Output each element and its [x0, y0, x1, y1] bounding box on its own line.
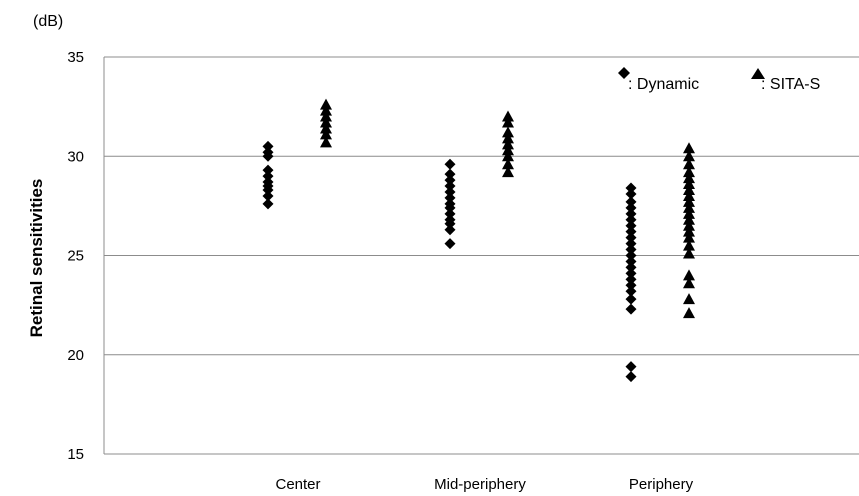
sita-s-point — [683, 231, 695, 243]
sita-s-point — [683, 178, 695, 190]
sita-s-point — [683, 189, 695, 201]
dynamic-point — [444, 186, 456, 198]
sita-s-point — [683, 207, 695, 219]
dynamic-point — [444, 224, 456, 236]
x-category-label: Center — [275, 476, 320, 493]
dynamic-point — [262, 170, 274, 182]
dynamic-point — [625, 273, 637, 285]
sita-s-point — [683, 195, 695, 207]
sita-s-point — [502, 110, 514, 122]
sita-s-point — [320, 98, 332, 110]
data-points — [262, 98, 695, 383]
legend-diamond-icon — [618, 67, 630, 79]
y-tick-label: 15 — [67, 446, 84, 463]
sita-s-point — [502, 116, 514, 128]
y-axis-title: Retinal sensitivities — [27, 179, 46, 338]
dynamic-point — [625, 371, 637, 383]
dynamic-point — [625, 220, 637, 232]
dynamic-point — [262, 164, 274, 176]
dynamic-point — [444, 192, 456, 204]
dynamic-point — [262, 184, 274, 196]
dynamic-point — [444, 158, 456, 170]
sita-s-point — [683, 307, 695, 319]
sita-s-point — [683, 219, 695, 231]
dynamic-point — [625, 196, 637, 208]
sita-s-point — [502, 150, 514, 162]
x-category-labels: Center Mid-periphery Periphery — [275, 476, 693, 493]
dynamic-point — [262, 198, 274, 210]
sita-s-point — [683, 239, 695, 251]
sita-s-point — [502, 144, 514, 156]
dynamic-point — [262, 150, 274, 162]
dynamic-point — [625, 361, 637, 373]
sita-s-point — [320, 136, 332, 148]
sita-s-point — [320, 128, 332, 140]
legend: : Dynamic : SITA-S — [618, 67, 820, 93]
legend-triangle-icon — [751, 68, 765, 79]
dynamic-point — [625, 261, 637, 273]
x-category-label: Mid-periphery — [434, 476, 526, 493]
dynamic-point — [625, 226, 637, 238]
sita-s-point — [683, 158, 695, 170]
sita-s-point — [502, 158, 514, 170]
sita-s-point — [320, 104, 332, 116]
y-tick-label: 20 — [67, 347, 84, 364]
sita-s-point — [320, 116, 332, 128]
y-tick-label: 25 — [67, 248, 84, 265]
sita-s-point — [683, 166, 695, 178]
dynamic-point — [625, 279, 637, 291]
sita-s-point — [502, 138, 514, 150]
dynamic-point — [444, 238, 456, 250]
legend-dynamic-label: : Dynamic — [628, 76, 699, 93]
sita-s-point — [683, 247, 695, 259]
sita-s-point — [683, 150, 695, 162]
dynamic-point — [625, 188, 637, 200]
gridlines — [104, 56, 859, 455]
y-unit-label: (dB) — [33, 13, 63, 30]
y-tick-labels: 15 20 25 30 35 — [67, 49, 84, 463]
sita-s-point — [683, 172, 695, 184]
sita-s-point — [320, 122, 332, 134]
sita-s-point — [683, 201, 695, 213]
legend-sita-label: : SITA-S — [761, 76, 820, 93]
sita-s-point — [502, 126, 514, 138]
sita-s-point — [683, 277, 695, 289]
dynamic-point — [444, 218, 456, 230]
sita-s-point — [683, 293, 695, 305]
dynamic-point — [625, 285, 637, 297]
dynamic-point — [625, 250, 637, 261]
dynamic-point — [625, 238, 637, 250]
dynamic-point — [444, 208, 456, 220]
sita-s-point — [683, 269, 695, 281]
sita-s-point — [502, 166, 514, 178]
dynamic-point — [262, 190, 274, 202]
x-category-label: Periphery — [629, 476, 694, 493]
dynamic-point — [625, 255, 637, 267]
sita-s-point — [683, 183, 695, 195]
y-tick-label: 35 — [67, 49, 84, 66]
dynamic-point — [444, 168, 456, 180]
dynamic-point — [625, 267, 637, 279]
dynamic-point — [625, 293, 637, 305]
dynamic-point — [262, 140, 274, 152]
sita-s-point — [502, 132, 514, 144]
sita-s-point — [683, 225, 695, 237]
sita-s-point — [320, 110, 332, 122]
dynamic-point — [444, 174, 456, 186]
sita-s-point — [683, 213, 695, 225]
y-tick-label: 30 — [67, 148, 84, 165]
dynamic-point — [625, 303, 637, 315]
dynamic-point — [625, 214, 637, 226]
dynamic-point — [625, 232, 637, 244]
dynamic-point — [444, 180, 456, 192]
dynamic-point — [625, 182, 637, 194]
dynamic-point — [625, 244, 637, 256]
dynamic-point — [625, 202, 637, 214]
dynamic-point — [444, 202, 456, 214]
sita-s-point — [683, 142, 695, 154]
dynamic-point — [625, 208, 637, 220]
